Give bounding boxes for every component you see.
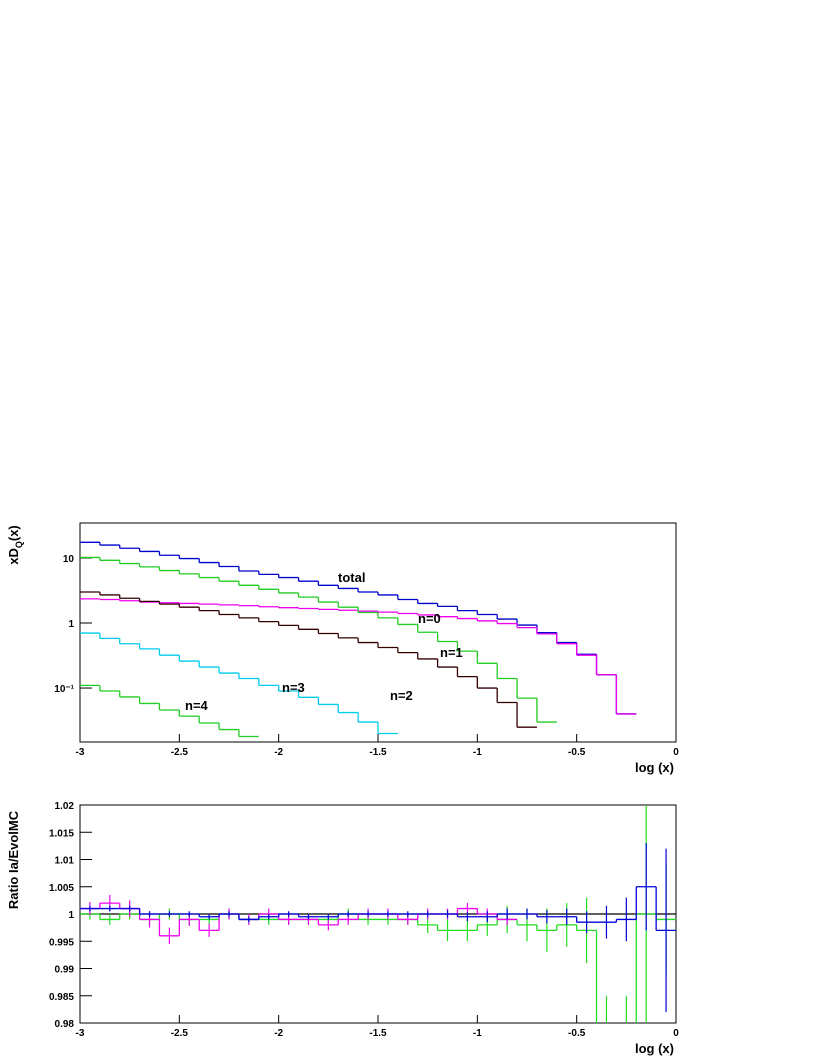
y-tick-label: 0.985 bbox=[49, 992, 74, 1003]
x-tick-label: 0 bbox=[673, 747, 679, 758]
x-tick-label: -2 bbox=[274, 747, 283, 758]
x-tick-label: -1.5 bbox=[369, 1028, 387, 1039]
x-tick-label: -1 bbox=[473, 1028, 482, 1039]
y-tick-label: 0.995 bbox=[49, 937, 74, 948]
series-label: n=0 bbox=[418, 611, 441, 626]
series-label: n=1 bbox=[440, 645, 463, 660]
x-axis-label: log (x) bbox=[635, 760, 674, 775]
plot-area bbox=[80, 805, 676, 1023]
y-axis-label-part: (x) bbox=[6, 525, 21, 541]
series-label: n=4 bbox=[185, 698, 209, 713]
series-label: n=2 bbox=[390, 688, 413, 703]
y-tick-label: 1.005 bbox=[49, 883, 74, 894]
x-tick-label: -0.5 bbox=[568, 747, 586, 758]
y-axis-label-part: Q bbox=[14, 541, 24, 548]
y-tick-label: 1.01 bbox=[55, 856, 75, 867]
x-axis-label: log (x) bbox=[635, 1041, 674, 1056]
y-axis-label: xDQ(x) bbox=[6, 525, 24, 565]
y-axis-label-part: xD bbox=[6, 548, 21, 565]
x-tick-label: -3 bbox=[76, 1028, 85, 1039]
y-tick-label: 0.99 bbox=[55, 965, 75, 976]
x-tick-label: -2 bbox=[274, 1028, 283, 1039]
x-tick-label: -3 bbox=[76, 747, 85, 758]
x-tick-label: -1.5 bbox=[369, 747, 387, 758]
x-tick-label: -2.5 bbox=[171, 747, 189, 758]
x-tick-label: -1 bbox=[473, 747, 482, 758]
y-tick-label: 1.015 bbox=[49, 828, 74, 839]
x-tick-label: -0.5 bbox=[568, 1028, 586, 1039]
x-tick-label: -2.5 bbox=[171, 1028, 189, 1039]
y-axis-label-part: Ratio Ia/EvolMC bbox=[6, 810, 21, 909]
y-tick-label: 10 bbox=[63, 554, 75, 565]
series-label: total bbox=[338, 570, 365, 585]
y-tick-label: 1 bbox=[68, 619, 74, 630]
y-tick-label: 1 bbox=[68, 910, 74, 921]
x-tick-label: 0 bbox=[673, 1028, 679, 1039]
series-label: n=3 bbox=[282, 680, 305, 695]
y-tick-label: 10⁻¹ bbox=[54, 684, 74, 695]
y-tick-label: 0.98 bbox=[55, 1019, 75, 1030]
plot-area bbox=[80, 541, 637, 738]
y-tick-label: 1.02 bbox=[55, 801, 75, 812]
y-axis-label: Ratio Ia/EvolMC bbox=[6, 810, 21, 909]
